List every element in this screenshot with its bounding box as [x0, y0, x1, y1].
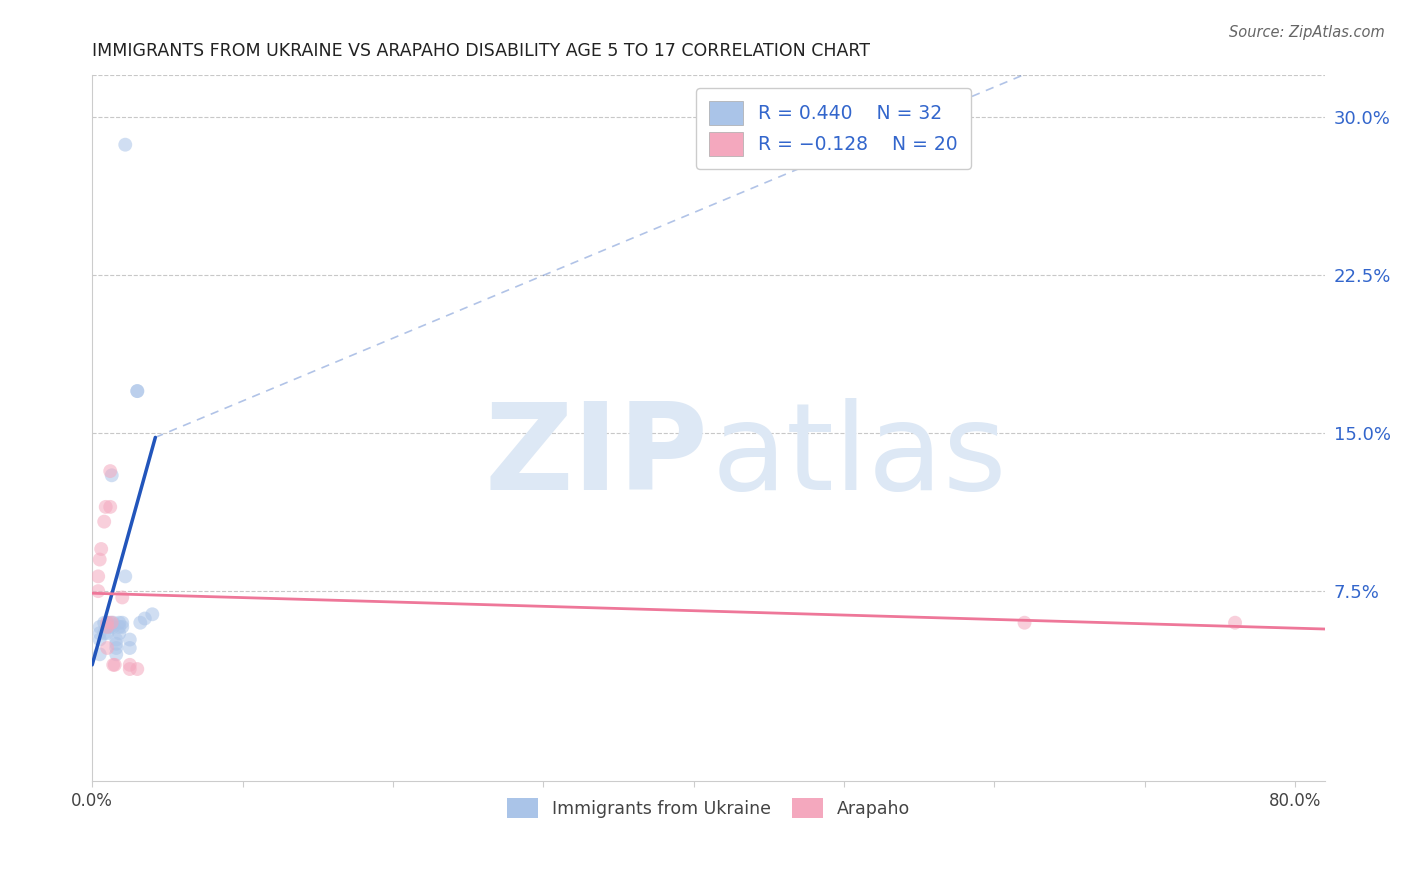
- Point: [111, 591, 134, 605]
- Point: [89, 620, 111, 634]
- Point: [134, 611, 156, 625]
- Point: [114, 137, 136, 152]
- Point: [89, 626, 111, 640]
- Point: [90, 541, 112, 556]
- Point: [103, 615, 125, 630]
- Point: [93, 626, 115, 640]
- Text: IMMIGRANTS FROM UKRAINE VS ARAPAHO DISABILITY AGE 5 TO 17 CORRELATION CHART: IMMIGRANTS FROM UKRAINE VS ARAPAHO DISAB…: [93, 42, 870, 60]
- Point: [1014, 615, 1036, 630]
- Point: [89, 632, 111, 647]
- Point: [105, 640, 128, 655]
- Point: [96, 620, 118, 634]
- Point: [93, 615, 115, 630]
- Point: [108, 626, 131, 640]
- Point: [98, 620, 121, 634]
- Point: [93, 515, 115, 529]
- Point: [105, 637, 128, 651]
- Legend: Immigrants from Ukraine, Arapaho: Immigrants from Ukraine, Arapaho: [501, 791, 917, 825]
- Point: [118, 632, 141, 647]
- Point: [103, 620, 125, 634]
- Point: [118, 640, 141, 655]
- Point: [96, 620, 118, 634]
- Point: [100, 615, 122, 630]
- Point: [103, 657, 125, 672]
- Point: [118, 657, 141, 672]
- Point: [141, 607, 163, 622]
- Point: [129, 615, 152, 630]
- Point: [111, 615, 134, 630]
- Point: [89, 552, 111, 566]
- Point: [105, 632, 128, 647]
- Point: [108, 615, 131, 630]
- Point: [118, 662, 141, 676]
- Point: [96, 626, 118, 640]
- Text: ZIP: ZIP: [485, 398, 709, 515]
- Point: [89, 648, 111, 662]
- Point: [104, 657, 127, 672]
- Point: [127, 384, 149, 398]
- Text: atlas: atlas: [711, 398, 1007, 515]
- Point: [87, 584, 110, 599]
- Point: [94, 500, 117, 514]
- Point: [98, 500, 121, 514]
- Point: [96, 615, 118, 630]
- Point: [1223, 615, 1246, 630]
- Point: [100, 468, 122, 483]
- Point: [111, 620, 134, 634]
- Point: [108, 620, 131, 634]
- Point: [87, 569, 110, 583]
- Point: [114, 569, 136, 583]
- Point: [96, 640, 118, 655]
- Point: [98, 615, 121, 630]
- Point: [127, 662, 149, 676]
- Point: [98, 464, 121, 478]
- Text: Source: ZipAtlas.com: Source: ZipAtlas.com: [1229, 25, 1385, 40]
- Point: [127, 384, 149, 398]
- Point: [96, 615, 118, 630]
- Point: [105, 648, 128, 662]
